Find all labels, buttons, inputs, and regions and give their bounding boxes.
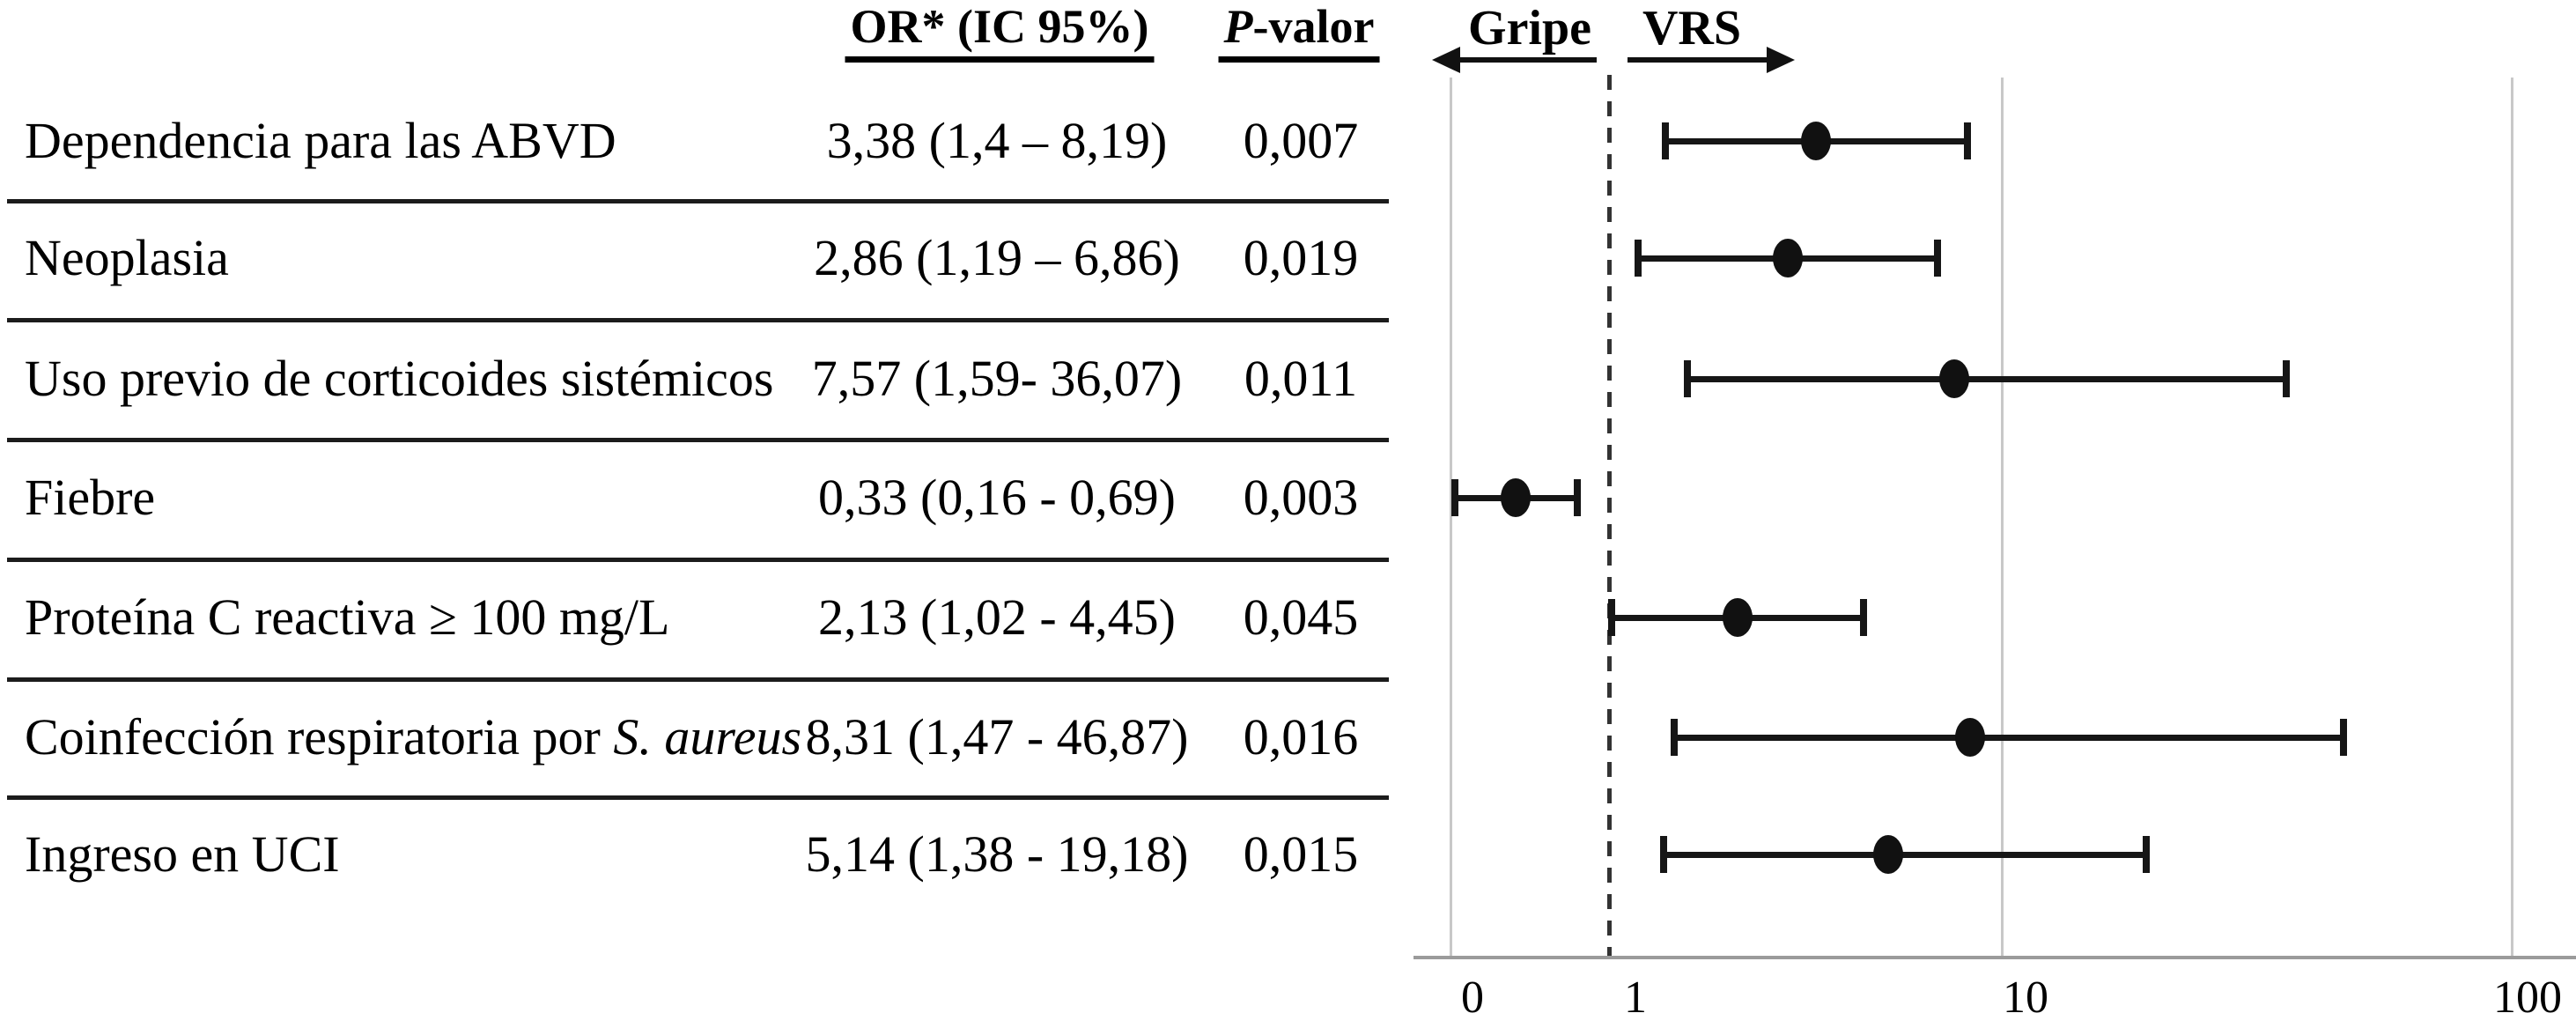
or-ci-value: 2,13 (1,02 - 4,45): [818, 588, 1176, 646]
p-value: 0,045: [1243, 588, 1359, 646]
or-ci-value: 0,33 (0,16 - 0,69): [818, 469, 1176, 526]
or-ci-value: 3,38 (1,4 – 8,19): [826, 112, 1168, 169]
or-column-header: OR* (IC 95%): [845, 2, 1155, 63]
ci-cap-high: [1933, 240, 1941, 277]
ci-cap-low: [1607, 599, 1615, 636]
row-separator-line: [7, 795, 1389, 800]
ci-cap-low: [1659, 836, 1667, 873]
ci-cap-high: [1859, 599, 1867, 636]
gridline-10: [2001, 78, 2004, 958]
ci-cap-low: [1634, 240, 1642, 277]
left-arrow-icon: [1432, 47, 1460, 73]
x-tick-0: 0: [1461, 973, 1484, 1023]
ci-cap-high: [1964, 122, 1972, 159]
or-point-marker: [1938, 359, 1969, 398]
or-ci-value: 7,57 (1,59- 36,07): [811, 350, 1183, 407]
gridline-0: [1450, 78, 1452, 958]
risk-factor-label: Neoplasia: [25, 229, 229, 286]
or-ci-value: 8,31 (1,47 - 46,87): [805, 708, 1189, 765]
risk-factor-label: Fiebre: [25, 469, 156, 526]
risk-factor-label: Proteína C reactiva ≥ 100 mg/L: [25, 588, 670, 646]
right-region-label-vrs: VRS: [1642, 1, 1742, 55]
p-value: 0,007: [1243, 112, 1359, 169]
or-ci-value: 2,86 (1,19 – 6,86): [814, 229, 1180, 286]
risk-factor-label: Coinfección respiratoria por S. aureus: [25, 708, 802, 765]
left-region-label-gripe: Gripe: [1468, 1, 1591, 55]
reference-line-or-1: [1607, 75, 1612, 958]
right-arrow-icon: [1767, 47, 1795, 73]
right-arrow-line: [1628, 57, 1768, 63]
p-column-header-italic-part: P: [1223, 0, 1253, 53]
x-tick-100: 100: [2493, 973, 2562, 1023]
p-value: 0,016: [1243, 708, 1359, 765]
p-value: 0,003: [1243, 469, 1359, 526]
ci-cap-high: [2282, 360, 2290, 397]
p-value: 0,011: [1244, 350, 1358, 407]
or-point-marker: [1955, 718, 1986, 757]
row-separator-line: [7, 199, 1389, 203]
ci-cap-low: [1662, 122, 1670, 159]
or-point-marker: [1500, 478, 1531, 517]
ci-whisker: [1663, 851, 2146, 858]
left-arrow-line: [1453, 57, 1597, 63]
or-point-marker: [1801, 122, 1832, 160]
ci-cap-high: [2142, 836, 2150, 873]
risk-factor-label: Ingreso en UCI: [25, 825, 340, 883]
p-column-header: P-valor: [1218, 0, 1380, 63]
row-separator-line: [7, 438, 1389, 442]
ci-cap-low: [1684, 360, 1692, 397]
or-point-marker: [1872, 835, 1903, 874]
p-value: 0,015: [1243, 825, 1359, 883]
gridline-100: [2511, 78, 2513, 958]
risk-factor-label: Uso previo de corticoides sistémicos: [25, 350, 774, 407]
ci-cap-low: [1670, 719, 1678, 756]
x-tick-10: 10: [2003, 973, 2048, 1023]
x-axis-line: [1413, 956, 2576, 959]
or-point-marker: [1722, 598, 1753, 637]
row-separator-line: [7, 677, 1389, 682]
risk-factor-label: Dependencia para las ABVD: [25, 112, 616, 169]
ci-cap-high: [1573, 479, 1581, 516]
ci-whisker: [1673, 734, 2344, 741]
x-tick-1: 1: [1624, 973, 1647, 1023]
or-ci-value: 5,14 (1,38 - 19,18): [805, 825, 1189, 883]
row-separator-line: [7, 558, 1389, 562]
row-separator-line: [7, 318, 1389, 322]
or-point-marker: [1772, 239, 1803, 277]
p-column-header-rest: -valor: [1252, 0, 1375, 53]
ci-cap-low: [1451, 479, 1459, 516]
ci-cap-high: [2340, 719, 2348, 756]
ci-whisker: [1687, 375, 2286, 382]
p-value: 0,019: [1243, 229, 1359, 286]
